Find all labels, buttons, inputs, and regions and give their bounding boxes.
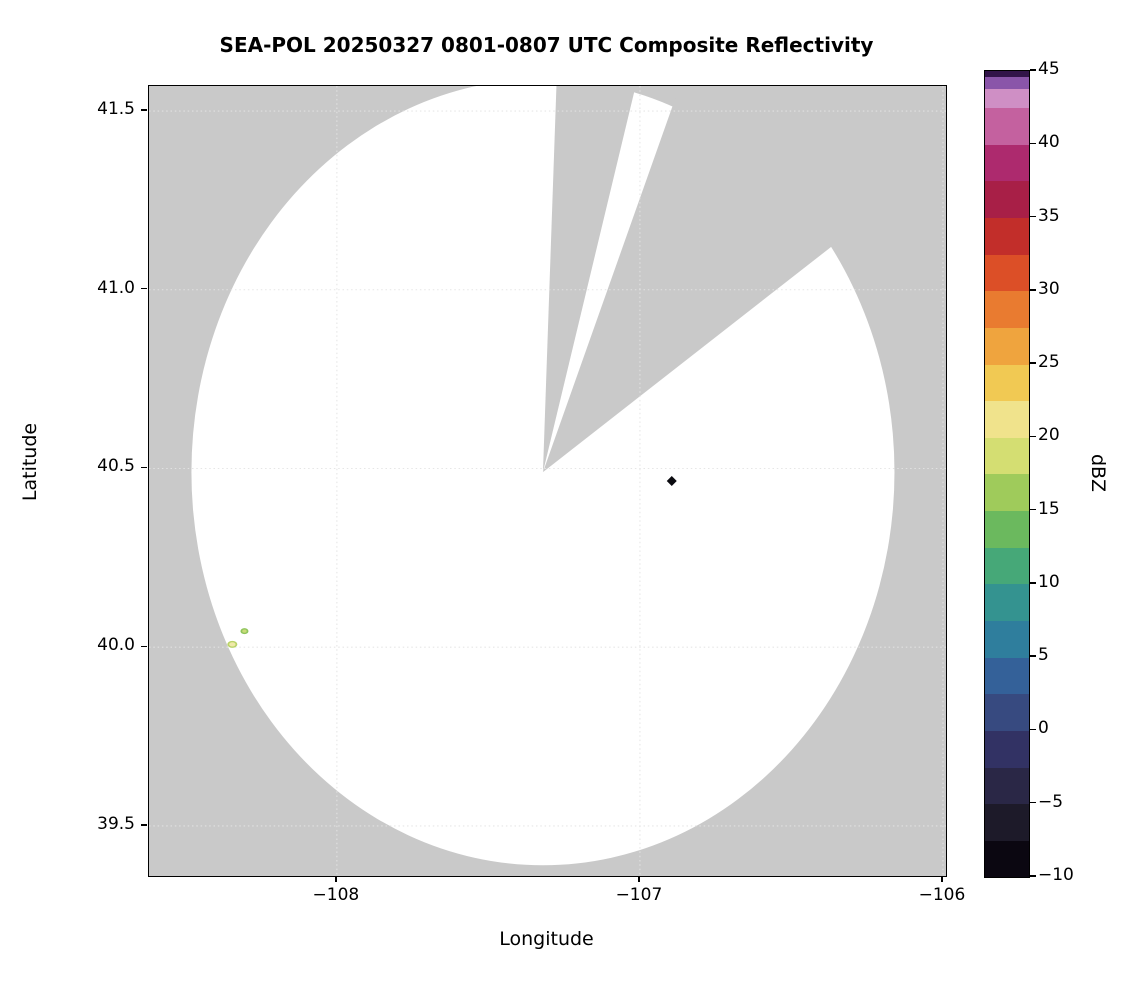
colorbar-tick-mark	[1030, 362, 1036, 364]
colorbar-band	[985, 803, 1029, 841]
y-tick-mark	[141, 466, 147, 469]
blocked-sector	[542, 86, 946, 473]
colorbar-band	[985, 180, 1029, 219]
x-tick-mark	[941, 876, 943, 882]
colorbar-tick-mark	[1030, 875, 1036, 877]
echo-marker-blob-core	[229, 642, 236, 647]
colorbar-band	[985, 730, 1029, 768]
colorbar-tick-label: 15	[1038, 498, 1060, 519]
colorbar-tick-label: −5	[1038, 791, 1064, 812]
colorbar-tick-mark	[1030, 435, 1036, 438]
echo-marker-diamond	[666, 476, 677, 486]
colorbar-tick-mark	[1030, 655, 1036, 657]
y-tick-mark	[141, 824, 147, 826]
colorbar-band	[985, 474, 1029, 512]
y-tick-mark	[141, 288, 147, 290]
colorbar-band	[985, 693, 1029, 731]
colorbar-band	[985, 254, 1029, 292]
y-tick-mark	[141, 645, 147, 647]
x-axis-label: Longitude	[499, 928, 594, 950]
y-tick-label: 40.0	[97, 635, 135, 656]
colorbar	[984, 70, 1030, 878]
colorbar-band	[985, 290, 1029, 328]
colorbar-tick-mark	[1030, 215, 1036, 218]
colorbar-tick-label: 30	[1038, 278, 1060, 299]
colorbar-band	[985, 547, 1029, 585]
echo-marker-blob-core	[242, 629, 247, 633]
colorbar-band	[985, 71, 1029, 78]
colorbar-band	[985, 364, 1029, 402]
y-tick-label: 41.0	[97, 277, 135, 298]
colorbar-band	[985, 840, 1029, 877]
colorbar-label: dBZ	[1087, 453, 1109, 493]
colorbar-tick-mark	[1030, 69, 1036, 71]
x-tick-label: −108	[312, 885, 360, 905]
y-tick-label: 39.5	[97, 813, 135, 834]
x-tick-mark	[335, 876, 337, 882]
colorbar-band	[985, 144, 1029, 182]
colorbar-tick-mark	[1030, 289, 1036, 291]
colorbar-tick-mark	[1030, 582, 1036, 584]
colorbar-band	[985, 620, 1029, 658]
colorbar-tick-label: 5	[1038, 645, 1049, 666]
x-tick-label: −107	[615, 885, 663, 905]
colorbar-band	[985, 327, 1029, 365]
colorbar-tick-mark	[1030, 508, 1036, 511]
colorbar-band	[985, 510, 1029, 548]
colorbar-tick-label: 0	[1038, 718, 1049, 739]
colorbar-tick-label: 10	[1038, 571, 1060, 592]
y-axis-label: Latitude	[19, 422, 41, 502]
colorbar-band	[985, 107, 1029, 145]
colorbar-band	[985, 400, 1029, 438]
chart-title: SEA-POL 20250327 0801-0807 UTC Composite…	[219, 33, 874, 57]
colorbar-tick-label: 45	[1038, 59, 1060, 79]
colorbar-band	[985, 76, 1029, 90]
colorbar-tick-label: −10	[1038, 865, 1074, 885]
colorbar-tick-mark	[1030, 142, 1036, 144]
colorbar-tick-label: 20	[1038, 425, 1060, 446]
colorbar-band	[985, 217, 1029, 255]
colorbar-band	[985, 657, 1029, 695]
y-tick-mark	[141, 109, 147, 111]
y-tick-label: 40.5	[97, 456, 135, 477]
x-tick-label: −106	[918, 885, 966, 905]
x-tick-mark	[638, 876, 640, 882]
colorbar-tick-mark	[1030, 728, 1036, 731]
plot-area	[148, 85, 947, 877]
colorbar-tick-label: 25	[1038, 352, 1060, 373]
radar-plot-canvas	[149, 86, 946, 876]
colorbar-band	[985, 437, 1029, 475]
colorbar-band	[985, 88, 1029, 109]
y-tick-label: 41.5	[97, 99, 135, 120]
colorbar-band	[985, 583, 1029, 622]
colorbar-tick-mark	[1030, 802, 1036, 804]
colorbar-tick-label: 40	[1038, 132, 1060, 153]
colorbar-tick-label: 35	[1038, 205, 1060, 226]
colorbar-band	[985, 767, 1029, 805]
